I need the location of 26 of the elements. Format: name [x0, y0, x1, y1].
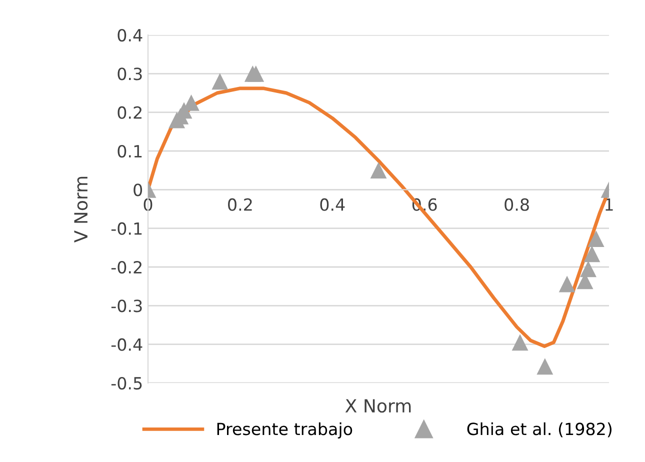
y-tick-label: -0.4 [111, 338, 142, 351]
y-axis-title: V Norm [74, 176, 88, 243]
x-tick-label: 0.2 [228, 198, 252, 211]
y-tick-label: -0.3 [111, 300, 142, 312]
point [584, 246, 600, 262]
point [580, 260, 596, 278]
point [212, 73, 228, 90]
y-tick-label: -0.5 [111, 376, 142, 390]
point [370, 162, 387, 179]
y-tick-label: 0 [134, 184, 142, 196]
y-tick-label: 0.4 [118, 28, 142, 42]
y-tick-label: 0.1 [118, 144, 142, 158]
y-tick-label: -0.2 [111, 260, 142, 274]
legend-label: Ghia et al. (1982) [467, 422, 612, 438]
y-tick-label: 0.3 [118, 68, 142, 80]
y-tick-label: -0.1 [111, 222, 142, 235]
x-tick-label: 0.8 [504, 198, 529, 211]
x-tick-label: 0.4 [320, 198, 345, 211]
point [536, 358, 554, 375]
y-tick-label: 0.2 [118, 106, 142, 119]
point [248, 65, 264, 82]
x-axis-title: X Norm [345, 399, 411, 413]
point [512, 334, 528, 351]
point [588, 230, 604, 247]
legend-label: Presente trabajo [217, 422, 352, 438]
point [558, 276, 576, 292]
